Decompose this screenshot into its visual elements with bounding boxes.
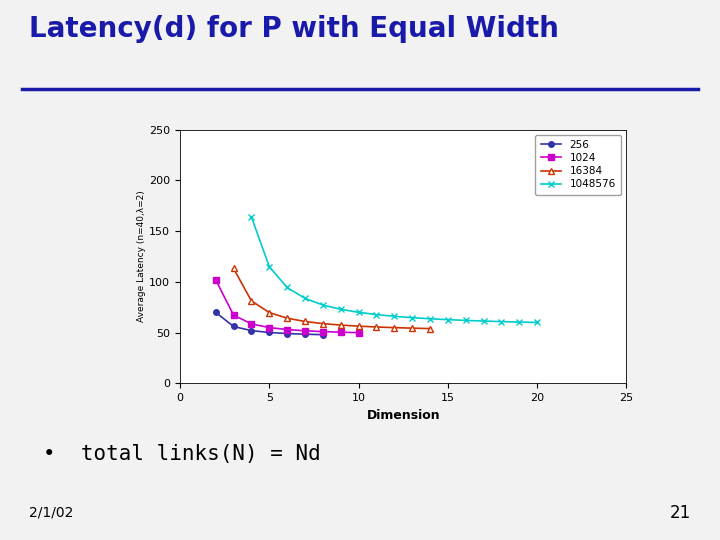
Line: 1048576: 1048576	[248, 213, 541, 326]
256	[229, 323, 238, 330]
X-axis label: Dimension: Dimension	[366, 409, 440, 422]
16384	[247, 298, 256, 304]
256	[247, 327, 256, 334]
1048576	[408, 314, 416, 321]
16384	[372, 324, 381, 330]
1048576	[318, 302, 327, 308]
1048576	[533, 319, 541, 326]
Legend: 256, 1024, 16384, 1048576: 256, 1024, 16384, 1048576	[536, 135, 621, 194]
1024	[265, 325, 274, 331]
1048576	[480, 318, 488, 325]
16384	[265, 309, 274, 316]
1048576	[283, 284, 292, 291]
Line: 1024: 1024	[213, 277, 361, 335]
1024	[247, 321, 256, 327]
1048576	[247, 214, 256, 220]
1024	[301, 328, 310, 334]
16384	[301, 318, 310, 325]
16384	[318, 320, 327, 327]
256	[318, 332, 327, 338]
Line: 256: 256	[213, 309, 325, 338]
1048576	[301, 295, 310, 302]
16384	[336, 322, 345, 328]
16384	[229, 265, 238, 272]
Text: 21: 21	[670, 504, 691, 522]
256	[265, 329, 274, 336]
1048576	[265, 264, 274, 270]
1024	[354, 329, 363, 336]
Text: 2/1/02: 2/1/02	[29, 506, 73, 520]
1048576	[372, 312, 381, 318]
1024	[318, 328, 327, 335]
1024	[212, 276, 220, 283]
1048576	[497, 319, 505, 325]
16384	[408, 325, 416, 332]
16384	[354, 323, 363, 329]
Y-axis label: Average Latency (n=40,λ=2): Average Latency (n=40,λ=2)	[138, 191, 146, 322]
16384	[283, 315, 292, 321]
256	[212, 309, 220, 315]
1024	[336, 329, 345, 335]
1048576	[426, 315, 434, 322]
1048576	[336, 306, 345, 313]
Text: •  total links(N) = Nd: • total links(N) = Nd	[43, 444, 321, 464]
1024	[283, 326, 292, 333]
256	[301, 331, 310, 338]
1024	[229, 312, 238, 319]
256	[283, 330, 292, 337]
1048576	[515, 319, 523, 325]
16384	[426, 325, 434, 332]
1048576	[444, 316, 452, 323]
Line: 16384: 16384	[230, 265, 433, 332]
1048576	[462, 317, 470, 323]
1048576	[354, 309, 363, 315]
16384	[390, 325, 399, 331]
Text: Latency(d) for P with Equal Width: Latency(d) for P with Equal Width	[29, 15, 559, 43]
1048576	[390, 313, 399, 320]
